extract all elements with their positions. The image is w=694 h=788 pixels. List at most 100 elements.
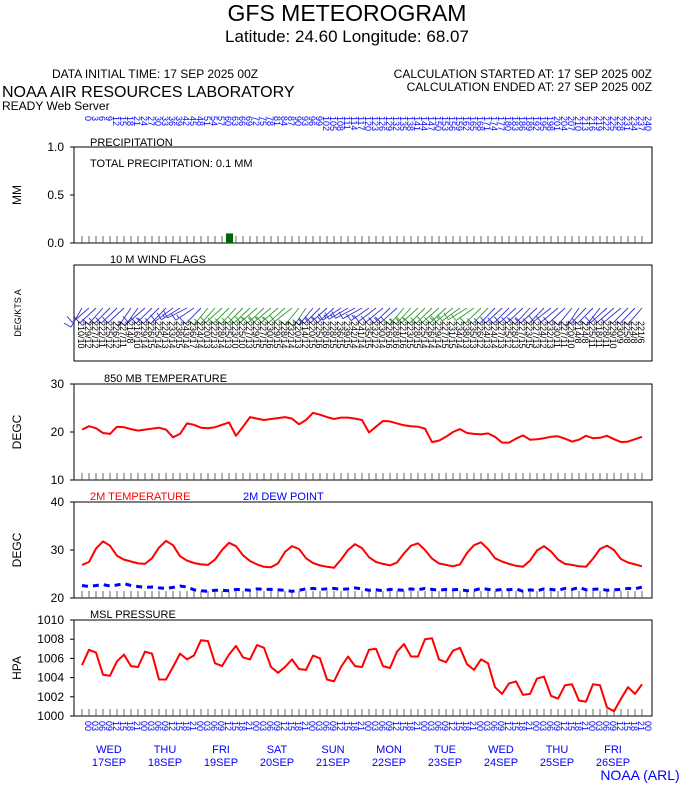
wind-barb-feather (480, 316, 487, 324)
wind-barb-staff (185, 307, 202, 325)
wind-value-label: 223/10 (230, 321, 240, 349)
hour-of-day-label: 03 (258, 721, 268, 731)
forecast-hour-label: 81 (272, 116, 282, 126)
wind-barb-feather (493, 316, 501, 324)
hour-of-day-label: 00 (475, 721, 485, 731)
wind-barb-staff (358, 307, 377, 322)
wind-barb (451, 307, 475, 321)
hour-of-day-label: 12 (615, 721, 625, 731)
wind-frame (73, 264, 653, 362)
wind-barb-staff (70, 307, 83, 328)
hour-of-day-label: 09 (328, 721, 338, 731)
forecast-hour-label: 75 (258, 116, 268, 126)
wind-barb (609, 307, 629, 324)
forecast-hour-label: 45 (188, 116, 198, 126)
wind-barb (194, 307, 216, 325)
y-tick-label: 30 (51, 543, 65, 557)
hour-of-day-label: 03 (202, 721, 212, 731)
wind-barb-feather (261, 316, 265, 321)
wind-barb-staff (540, 307, 559, 323)
wind-value-label: 225/14 (153, 321, 163, 349)
hour-of-day-label: 15 (118, 721, 128, 731)
wind-barb (234, 307, 258, 323)
pressure-frame (73, 619, 653, 717)
wind-barb-staff (557, 307, 573, 326)
wind-barb-feather (395, 318, 400, 322)
hour-of-day-label: 00 (363, 721, 373, 731)
day-labels: WED17SEPTHU18SEPFRI19SEPSAT20SEPSUN21SEP… (92, 744, 630, 769)
wind-barb-feather (624, 321, 628, 325)
precipitation-bar (226, 233, 233, 243)
date-label: 24SEP (484, 757, 518, 769)
wind-value-label: 229/15 (251, 321, 261, 349)
wind-barb (535, 307, 559, 323)
wind-barb-feather (508, 318, 516, 325)
wind-barb-staff (72, 307, 90, 323)
wind-value-label: 225/11 (587, 321, 597, 348)
wind-barb (298, 307, 321, 324)
wind-value-label: 218/11 (594, 321, 604, 348)
wind-value-label: 229/10 (608, 321, 618, 349)
forecast-hour-label: 42 (181, 116, 191, 126)
wind-barb-staff (590, 307, 608, 324)
wind-barb-feather (388, 318, 393, 322)
wind-barb (403, 307, 426, 324)
hour-of-day-label: 06 (433, 721, 443, 731)
wind-value-label: 220/15 (307, 321, 317, 349)
wind-barb-staff (627, 307, 643, 325)
wind-value-label: 225/12 (104, 321, 114, 349)
hour-of-day-label: 00 (643, 721, 653, 731)
wind-barb (466, 307, 489, 325)
date-label: 25SEP (540, 757, 574, 769)
forecast-hour-label: 156 (447, 116, 457, 131)
wind-barb (242, 307, 265, 324)
forecast-hour-label: 33 (160, 116, 170, 126)
date-label: 18SEP (148, 757, 182, 769)
forecast-hour-label: 135 (398, 116, 408, 131)
forecast-hour-label: 228 (615, 116, 625, 131)
wind-barb-feather (535, 315, 542, 323)
wind-barb-feather (459, 317, 466, 324)
forecast-hour-label: 174 (489, 116, 499, 131)
hour-of-day-label: 12 (111, 721, 121, 731)
wind-value-label: 226/12 (111, 321, 121, 349)
wind-barb (410, 307, 433, 324)
hour-of-day-label: 15 (398, 721, 408, 731)
y-tick-label: 30 (51, 377, 65, 391)
wind-barb-feather (304, 316, 312, 324)
hour-of-day-label: 15 (622, 721, 632, 731)
wind-value-label: 227/15 (258, 321, 268, 349)
wind-barb-feather (528, 314, 535, 322)
wind-barb (416, 307, 440, 323)
wind-barb-staff (612, 307, 629, 324)
wind-value-label: 220/10 (566, 321, 576, 349)
wind-barb (207, 307, 230, 324)
wind-barb-staff (409, 307, 426, 324)
hour-of-day-label: 00 (83, 721, 93, 731)
wind-barb (118, 307, 139, 327)
wind-barb-feather (389, 318, 397, 325)
wind-barb (443, 307, 468, 321)
wind-value-label: 228/16 (391, 321, 401, 349)
forecast-hour-label: 84 (279, 116, 289, 126)
forecast-hour-label: 108 (335, 116, 345, 131)
wind-barb-staff (455, 307, 475, 321)
wind-barb-feather (338, 311, 344, 319)
wind-barb-staff (79, 307, 97, 324)
forecast-hour-label: 198 (545, 116, 555, 131)
wind-barb-feather (156, 312, 162, 320)
wind-barb-feather (563, 323, 567, 327)
hour-of-day-label: 09 (384, 721, 394, 731)
hour-of-day-label: 00 (251, 721, 261, 731)
forecast-hour-label: 207 (566, 116, 576, 131)
dew-point-line (81, 582, 643, 593)
wind-barb-feather (82, 318, 89, 325)
forecast-hour-label: 54 (209, 116, 219, 126)
forecast-hour-label: 222 (601, 116, 611, 131)
forecast-hour-label: 93 (300, 116, 310, 126)
wind-barb (353, 307, 377, 322)
wind-barb-staff (586, 307, 601, 326)
hour-of-day-label: 12 (167, 721, 177, 731)
wind-value-label: 242/14 (349, 321, 359, 349)
day-of-week-label: WED (96, 744, 122, 756)
